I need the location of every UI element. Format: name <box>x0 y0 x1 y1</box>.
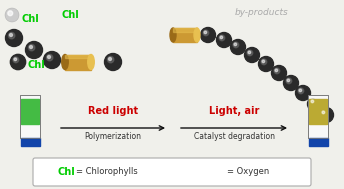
Bar <box>21 99 39 124</box>
Circle shape <box>214 168 218 173</box>
Circle shape <box>46 54 53 61</box>
Bar <box>65 54 91 70</box>
Text: Chl: Chl <box>28 60 46 70</box>
Circle shape <box>216 33 232 47</box>
Circle shape <box>43 51 61 68</box>
Circle shape <box>5 8 19 22</box>
Circle shape <box>13 57 19 63</box>
Circle shape <box>201 28 215 43</box>
Bar <box>308 95 328 138</box>
Circle shape <box>234 43 237 46</box>
Circle shape <box>203 30 209 36</box>
Bar <box>309 99 327 124</box>
Text: Chl: Chl <box>58 167 76 177</box>
Circle shape <box>248 51 251 54</box>
Circle shape <box>274 68 280 74</box>
Circle shape <box>322 111 325 114</box>
Circle shape <box>261 59 267 65</box>
Circle shape <box>8 11 13 16</box>
Bar <box>173 28 197 32</box>
Circle shape <box>30 46 33 49</box>
Circle shape <box>47 56 51 59</box>
Circle shape <box>108 57 111 60</box>
Circle shape <box>10 33 12 36</box>
Bar <box>309 138 327 146</box>
Text: Chl: Chl <box>62 10 80 20</box>
Ellipse shape <box>170 28 176 42</box>
Text: Light, air: Light, air <box>209 106 259 116</box>
Bar <box>173 28 197 42</box>
Text: Red light: Red light <box>88 106 138 116</box>
Circle shape <box>220 36 223 39</box>
Text: Polymerization: Polymerization <box>85 132 141 141</box>
Circle shape <box>286 78 292 84</box>
Circle shape <box>308 97 323 112</box>
Bar <box>20 95 40 138</box>
Bar <box>308 95 328 138</box>
Circle shape <box>287 79 290 82</box>
Circle shape <box>299 89 302 92</box>
Circle shape <box>295 85 311 101</box>
Circle shape <box>275 69 278 72</box>
Ellipse shape <box>88 54 94 70</box>
Circle shape <box>25 42 43 59</box>
Circle shape <box>319 108 333 122</box>
Circle shape <box>271 66 287 81</box>
Circle shape <box>204 31 207 34</box>
Circle shape <box>219 35 225 41</box>
Circle shape <box>245 47 259 63</box>
Text: Chl: Chl <box>22 14 40 24</box>
Ellipse shape <box>62 54 68 70</box>
Circle shape <box>10 54 26 70</box>
Circle shape <box>105 53 121 70</box>
Circle shape <box>258 57 273 71</box>
Circle shape <box>321 110 327 116</box>
Circle shape <box>14 58 17 61</box>
Ellipse shape <box>194 28 200 42</box>
Circle shape <box>311 100 314 103</box>
Circle shape <box>107 56 114 63</box>
Circle shape <box>8 32 15 39</box>
Circle shape <box>310 99 316 105</box>
Circle shape <box>6 29 22 46</box>
Text: = Chlorophylls: = Chlorophylls <box>76 167 138 177</box>
Bar <box>21 138 40 146</box>
FancyBboxPatch shape <box>33 158 311 186</box>
Circle shape <box>233 42 239 48</box>
Text: Catalyst degradation: Catalyst degradation <box>193 132 275 141</box>
Circle shape <box>262 60 265 63</box>
Circle shape <box>29 44 35 51</box>
Bar <box>20 95 40 138</box>
Circle shape <box>283 75 299 91</box>
Circle shape <box>298 88 304 94</box>
Circle shape <box>230 40 246 54</box>
Text: = Oxygen: = Oxygen <box>227 167 269 177</box>
Text: by-products: by-products <box>235 8 289 17</box>
Circle shape <box>212 166 224 178</box>
Circle shape <box>247 50 253 56</box>
Bar <box>65 54 91 58</box>
